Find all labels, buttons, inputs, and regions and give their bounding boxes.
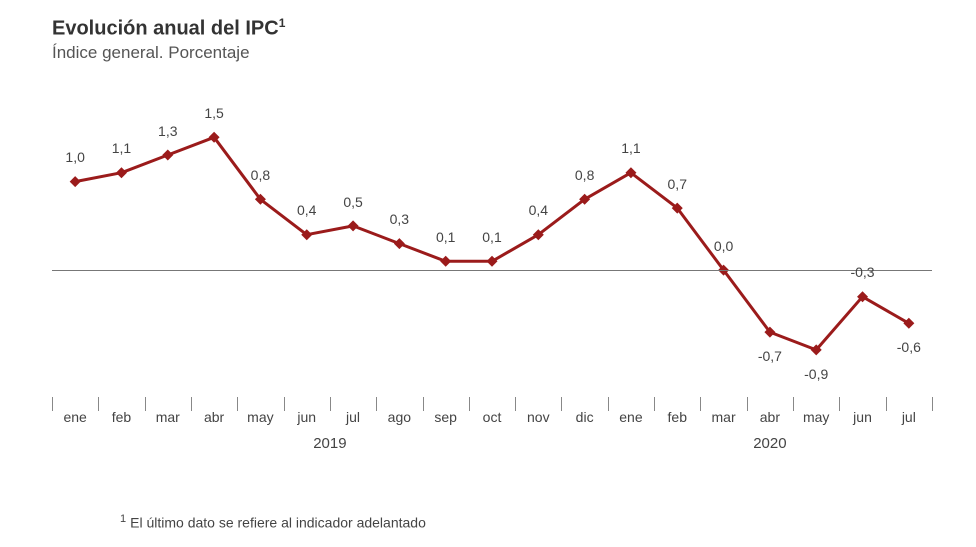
tick-separator	[561, 397, 562, 411]
tick-separator	[98, 397, 99, 411]
year-labels-row: 2019 2020	[52, 435, 932, 455]
tick-separator	[191, 397, 192, 411]
month-label: sep	[434, 409, 457, 425]
data-label: 0,5	[343, 194, 362, 210]
chart-title: Evolución anual del IPC1	[52, 16, 952, 41]
month-label: oct	[483, 409, 502, 425]
tick-separator	[469, 397, 470, 411]
month-label: nov	[527, 409, 550, 425]
data-label: 1,1	[112, 140, 131, 156]
chart-container: Evolución anual del IPC1 Índice general.…	[0, 0, 976, 547]
month-label: jun	[297, 409, 316, 425]
month-label: feb	[112, 409, 131, 425]
data-label: -0,3	[850, 264, 874, 280]
data-label: -0,7	[758, 348, 782, 364]
chart-subtitle: Índice general. Porcentaje	[52, 43, 952, 63]
data-label: 0,4	[297, 202, 316, 218]
month-label: ene	[619, 409, 642, 425]
chart-plot-area: ene feb mar abr may jun jul ago sep oct nov dic ene f…	[52, 93, 932, 463]
data-marker	[70, 176, 81, 187]
month-label: may	[803, 409, 829, 425]
data-marker	[162, 149, 173, 160]
chart-footnote: 1 El último dato se refiere al indicador …	[120, 513, 426, 531]
month-label: mar	[156, 409, 180, 425]
line-series	[52, 93, 932, 403]
tick-separator	[284, 397, 285, 411]
month-label: abr	[204, 409, 224, 425]
tick-separator	[839, 397, 840, 411]
footnote-superscript: 1	[120, 513, 126, 525]
month-label: jul	[902, 409, 916, 425]
data-label: 1,5	[204, 105, 223, 121]
data-label: 0,4	[529, 202, 548, 218]
tick-separator	[52, 397, 53, 411]
data-label: 0,8	[251, 167, 270, 183]
month-label: ago	[388, 409, 411, 425]
tick-separator	[423, 397, 424, 411]
tick-separator	[747, 397, 748, 411]
tick-separator	[932, 397, 933, 411]
month-label: jul	[346, 409, 360, 425]
tick-separator	[700, 397, 701, 411]
tick-separator	[145, 397, 146, 411]
year-label: 2020	[753, 435, 786, 452]
data-label: 0,7	[668, 176, 687, 192]
data-label: 0,1	[436, 229, 455, 245]
month-labels-row: ene feb mar abr may jun jul ago sep oct nov dic ene f…	[52, 409, 932, 433]
data-marker	[440, 255, 451, 266]
data-label: -0,9	[804, 366, 828, 382]
data-marker	[394, 238, 405, 249]
data-label: 0,1	[482, 229, 501, 245]
footnote-text: El último dato se refiere al indicador a…	[130, 515, 426, 531]
data-marker	[348, 220, 359, 231]
title-text: Evolución anual del IPC	[52, 18, 279, 40]
data-label: 0,3	[390, 211, 409, 227]
data-label: 0,8	[575, 167, 594, 183]
tick-separator	[886, 397, 887, 411]
tick-separator	[376, 397, 377, 411]
month-label: ene	[63, 409, 86, 425]
data-label: -0,6	[897, 339, 921, 355]
data-label: 1,0	[65, 149, 84, 165]
month-label: may	[247, 409, 273, 425]
tick-separator	[515, 397, 516, 411]
tick-separator	[654, 397, 655, 411]
tick-separator	[793, 397, 794, 411]
tick-separator	[330, 397, 331, 411]
tick-separator	[608, 397, 609, 411]
year-label: 2019	[313, 435, 346, 452]
data-marker	[116, 167, 127, 178]
month-label: jun	[853, 409, 872, 425]
month-label: mar	[712, 409, 736, 425]
month-label: feb	[668, 409, 687, 425]
data-label: 1,1	[621, 140, 640, 156]
x-axis: ene feb mar abr may jun jul ago sep oct nov dic ene f…	[52, 403, 932, 463]
month-label: dic	[576, 409, 594, 425]
title-superscript: 1	[279, 16, 286, 30]
tick-separator	[237, 397, 238, 411]
month-label: abr	[760, 409, 780, 425]
zero-axis-line	[52, 270, 932, 271]
data-label: 1,3	[158, 123, 177, 139]
data-label: 0,0	[714, 238, 733, 254]
